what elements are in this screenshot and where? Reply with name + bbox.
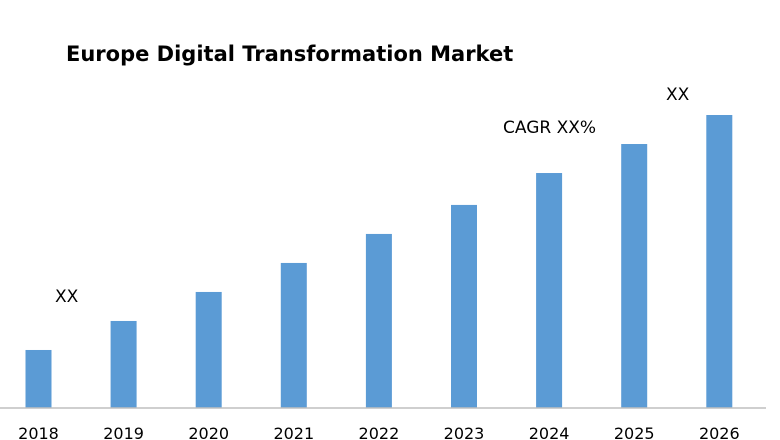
- bar-2026: [706, 115, 733, 408]
- x-tick-label: 2025: [614, 424, 655, 440]
- x-tick-label: 2019: [103, 424, 144, 440]
- annotation-start-value: XX: [55, 287, 79, 307]
- chart-title: Europe Digital Transformation Market: [66, 42, 513, 66]
- annotation-cagr: CAGR XX%: [503, 118, 596, 138]
- x-tick-label: 2020: [188, 424, 229, 440]
- bar-2021: [280, 262, 307, 408]
- x-tick-label: 2023: [444, 424, 485, 440]
- bar-2023: [451, 204, 477, 408]
- x-tick-label: 2024: [529, 424, 570, 440]
- x-tick-label: 2026: [699, 424, 740, 440]
- bar-2018: [25, 349, 52, 408]
- annotation-end-value: XX: [666, 85, 690, 105]
- x-tick-label: 2021: [273, 424, 314, 440]
- bar-2022: [365, 233, 392, 408]
- bar-2020: [195, 291, 222, 408]
- bar-2019: [110, 320, 137, 408]
- bar-2025: [621, 144, 648, 409]
- x-tick-label: 2018: [18, 424, 59, 440]
- x-tick-label: 2022: [359, 424, 400, 440]
- bar-2024: [536, 173, 563, 408]
